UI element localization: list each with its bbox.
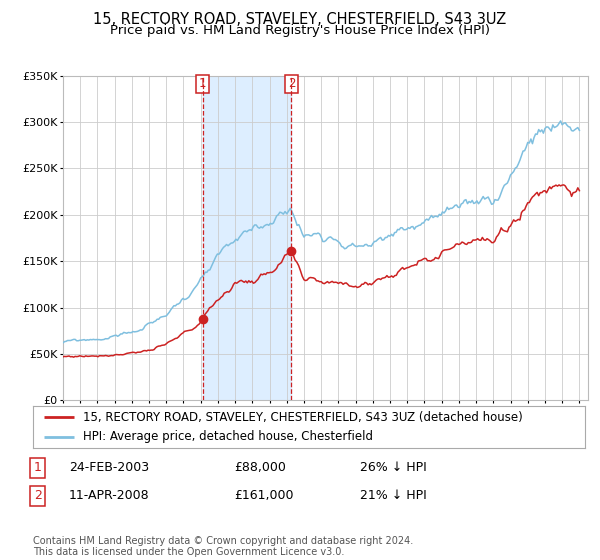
Text: £88,000: £88,000 xyxy=(234,461,286,474)
Text: 15, RECTORY ROAD, STAVELEY, CHESTERFIELD, S43 3UZ (detached house): 15, RECTORY ROAD, STAVELEY, CHESTERFIELD… xyxy=(83,411,523,424)
Text: 15, RECTORY ROAD, STAVELEY, CHESTERFIELD, S43 3UZ: 15, RECTORY ROAD, STAVELEY, CHESTERFIELD… xyxy=(94,12,506,27)
Text: £161,000: £161,000 xyxy=(234,489,293,502)
Text: 26% ↓ HPI: 26% ↓ HPI xyxy=(360,461,427,474)
Bar xyxy=(203,76,292,400)
Text: 1: 1 xyxy=(34,461,42,474)
Text: 24-FEB-2003: 24-FEB-2003 xyxy=(69,461,149,474)
Text: 1: 1 xyxy=(199,77,206,91)
Text: Price paid vs. HM Land Registry's House Price Index (HPI): Price paid vs. HM Land Registry's House … xyxy=(110,24,490,37)
Text: HPI: Average price, detached house, Chesterfield: HPI: Average price, detached house, Ches… xyxy=(83,430,373,443)
Text: 11-APR-2008: 11-APR-2008 xyxy=(69,489,149,502)
Text: Contains HM Land Registry data © Crown copyright and database right 2024.
This d: Contains HM Land Registry data © Crown c… xyxy=(33,535,413,557)
Text: 21% ↓ HPI: 21% ↓ HPI xyxy=(360,489,427,502)
Text: 2: 2 xyxy=(287,77,295,91)
Text: 2: 2 xyxy=(34,489,42,502)
